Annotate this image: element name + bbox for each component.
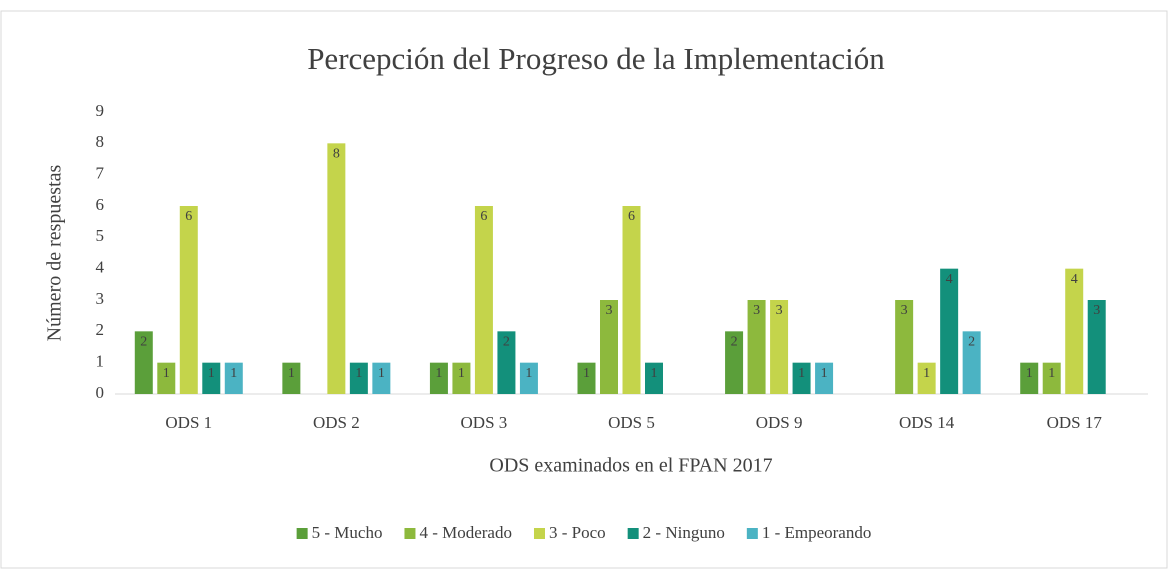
bar xyxy=(497,331,516,394)
bar xyxy=(372,362,391,394)
y-tick-label: 9 xyxy=(96,101,105,120)
bar xyxy=(224,362,243,394)
bar xyxy=(134,331,153,394)
value-label: 2 xyxy=(140,335,147,350)
bar xyxy=(1065,268,1084,394)
value-label: 1 xyxy=(163,366,170,381)
value-label: 3 xyxy=(606,303,613,318)
bar xyxy=(452,362,471,394)
bar xyxy=(202,362,221,394)
bar xyxy=(725,331,744,394)
bar xyxy=(792,362,811,394)
bar xyxy=(1087,300,1106,394)
value-label: 1 xyxy=(435,366,442,381)
chart-title: Percepción del Progreso de la Implementa… xyxy=(307,41,885,76)
legend-label: 5 - Mucho xyxy=(312,523,383,542)
legend-swatch xyxy=(746,528,758,539)
value-label: 2 xyxy=(731,335,738,350)
bar xyxy=(1042,362,1061,394)
x-tick-label: ODS 17 xyxy=(1047,413,1103,432)
bar xyxy=(962,331,981,394)
legend-swatch xyxy=(404,528,416,539)
bar xyxy=(770,300,789,394)
bar xyxy=(179,206,198,394)
value-label: 1 xyxy=(821,366,828,381)
value-label: 1 xyxy=(798,366,805,381)
value-label: 4 xyxy=(946,272,953,287)
bar xyxy=(327,143,346,394)
value-label: 1 xyxy=(288,366,295,381)
bar xyxy=(622,206,641,394)
legend-label: 3 - Poco xyxy=(549,523,606,542)
bar xyxy=(1020,362,1039,394)
value-label: 1 xyxy=(1026,366,1033,381)
value-label: 1 xyxy=(458,366,465,381)
x-tick-label: ODS 5 xyxy=(608,413,655,432)
bar xyxy=(815,362,834,394)
y-tick-label: 2 xyxy=(96,320,105,339)
value-label: 1 xyxy=(583,366,590,381)
value-label: 1 xyxy=(230,366,237,381)
x-tick-label: ODS 2 xyxy=(313,413,360,432)
legend-swatch xyxy=(627,528,639,539)
y-tick-label: 0 xyxy=(96,383,105,402)
y-tick-label: 8 xyxy=(96,132,105,151)
value-label: 6 xyxy=(628,209,635,224)
value-label: 6 xyxy=(185,209,192,224)
bar xyxy=(645,362,663,394)
x-tick-label: ODS 14 xyxy=(899,413,955,432)
value-label: 1 xyxy=(378,366,385,381)
legend-swatch xyxy=(533,528,545,539)
bar xyxy=(600,300,618,394)
y-tick-label: 1 xyxy=(96,352,105,371)
y-tick-label: 4 xyxy=(96,258,105,277)
chart-border xyxy=(0,10,1168,569)
legend-swatch xyxy=(296,528,308,539)
legend-label: 4 - Moderado xyxy=(419,523,512,542)
bar xyxy=(577,362,596,394)
bar xyxy=(349,362,368,394)
y-tick-label: 5 xyxy=(96,226,105,245)
bar xyxy=(157,362,176,394)
value-label: 3 xyxy=(1093,303,1100,318)
value-label: 3 xyxy=(776,303,783,318)
bar xyxy=(895,300,914,394)
value-label: 1 xyxy=(355,366,362,381)
bar xyxy=(474,206,493,394)
y-axis-label: Número de respuestas xyxy=(44,164,66,341)
x-tick-label: ODS 1 xyxy=(165,413,212,432)
bar xyxy=(282,362,301,394)
value-label: 1 xyxy=(651,366,658,381)
value-label: 3 xyxy=(753,303,760,318)
y-tick-label: 3 xyxy=(96,289,105,308)
value-label: 2 xyxy=(968,335,975,350)
x-tick-label: ODS 3 xyxy=(461,413,508,432)
bar xyxy=(519,362,538,394)
value-label: 1 xyxy=(923,366,930,381)
value-label: 4 xyxy=(1071,272,1078,287)
x-tick-label: ODS 9 xyxy=(756,413,803,432)
value-label: 3 xyxy=(901,303,908,318)
value-label: 6 xyxy=(480,209,487,224)
value-label: 1 xyxy=(1048,366,1055,381)
y-tick-label: 6 xyxy=(96,195,105,214)
bar xyxy=(917,362,936,394)
bar xyxy=(429,362,448,394)
legend-label: 2 - Ninguno xyxy=(643,523,725,542)
bar xyxy=(747,300,766,394)
value-label: 1 xyxy=(208,366,215,381)
x-axis-label: ODS examinados en el FPAN 2017 xyxy=(489,455,772,477)
bar xyxy=(940,268,959,394)
value-label: 8 xyxy=(333,147,340,162)
legend-label: 1 - Empeorando xyxy=(762,523,872,542)
value-label: 1 xyxy=(525,366,532,381)
value-label: 2 xyxy=(503,335,510,350)
y-tick-label: 7 xyxy=(96,164,105,183)
